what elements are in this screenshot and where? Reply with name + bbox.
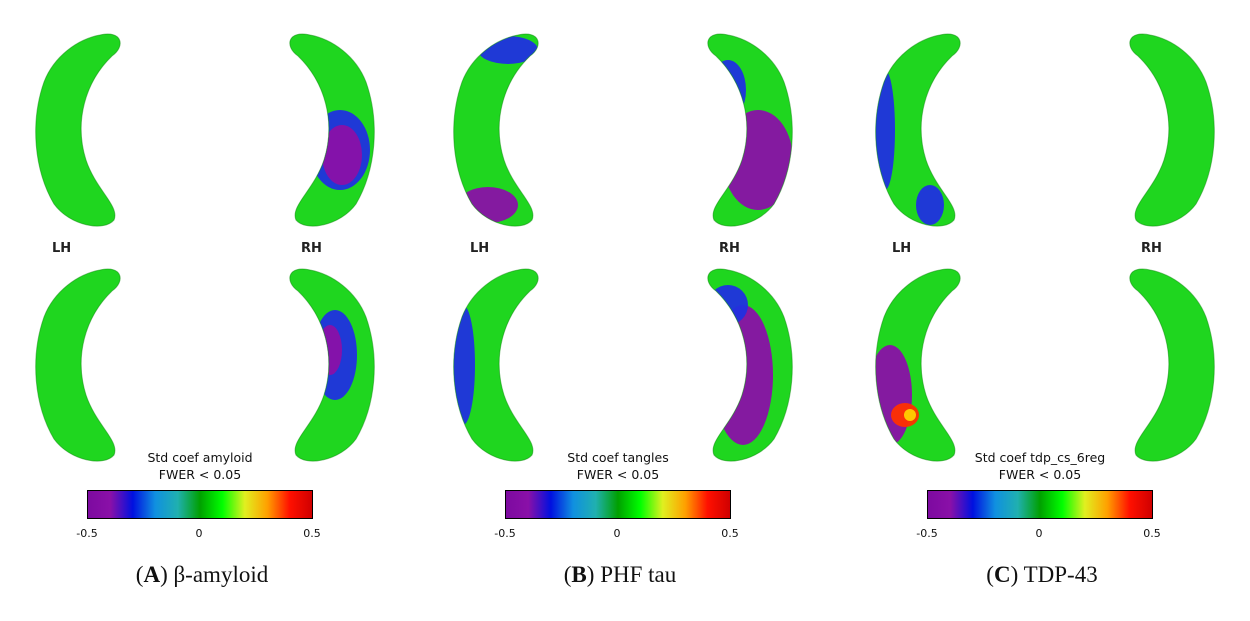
colorbar-tick: -0.5: [76, 527, 98, 540]
lh-label: LH: [52, 241, 72, 256]
panel-letter: A: [143, 562, 161, 587]
hippocampus-rh-top: [289, 33, 375, 227]
effect-region: [318, 325, 342, 375]
colorbar-title: Std coef amyloid FWER < 0.05: [50, 449, 350, 483]
panel-a: LH RH Std coef amyloid FWER < 0.05 -0.5 0…: [0, 0, 418, 621]
panel-caption: (C) TDP-43: [986, 562, 1098, 587]
hippocampus-rh-top: [707, 33, 793, 227]
effect-region: [458, 187, 518, 223]
panel-caption-text: β-amyloid: [173, 562, 269, 587]
hippocampus-lh-top: [35, 33, 121, 227]
colorbar-tick: 0: [613, 527, 621, 540]
panel-caption: (A) β-amyloid: [135, 562, 269, 587]
colorbar-title-text: Std coef amyloid: [147, 450, 253, 465]
effect-region: [478, 36, 538, 64]
effect-region: [322, 125, 362, 185]
effect-region: [875, 70, 895, 190]
lh-label: LH: [892, 241, 912, 256]
colorbar-title-text: Std coef tangles: [567, 450, 669, 465]
hippocampus-rh-bottom: [1129, 268, 1215, 462]
hippocampus-lh-bottom: [453, 268, 539, 462]
hippocampus-rh-bottom: [289, 268, 375, 462]
hippocampus-surfaces: [35, 33, 375, 462]
rh-label: RH: [301, 241, 322, 256]
panel-caption: (B) PHF tau: [563, 562, 677, 587]
panel-b: LH RH Std coef tangles FWER < 0.05 -0.5 0…: [418, 0, 836, 621]
rh-label: RH: [719, 241, 740, 256]
effect-region: [916, 185, 944, 225]
colorbar-tick: 0.5: [303, 527, 321, 540]
effect-region: [904, 409, 916, 421]
effect-region: [723, 110, 793, 210]
hippocampus-rh-bottom: [707, 268, 793, 462]
effect-region: [875, 345, 912, 445]
effect-region: [713, 305, 773, 445]
hippocampus-lh-bottom: [35, 268, 121, 462]
colorbar-title-text: Std coef tdp_cs_6reg: [974, 450, 1106, 465]
hippocampus-rh-top: [1129, 33, 1215, 227]
colorbar-title: Std coef tangles FWER < 0.05: [468, 449, 768, 483]
colorbar-tick: -0.5: [916, 527, 938, 540]
panel-caption-text: TDP-43: [1023, 562, 1098, 587]
colorbar-title: Std coef tdp_cs_6reg FWER < 0.05: [890, 449, 1190, 483]
hippocampus-lh-top: [453, 33, 539, 227]
hippocampus-surfaces: [875, 33, 1215, 462]
colorbar-tick: 0.5: [1143, 527, 1161, 540]
panel-letter: B: [571, 562, 587, 587]
colorbar-threshold: FWER < 0.05: [576, 467, 660, 482]
colorbar-tick: 0: [1035, 527, 1043, 540]
colorbar: [87, 490, 313, 519]
hippocampus-lh-top: [875, 33, 961, 227]
effect-region: [453, 305, 475, 425]
panel-caption-text: PHF tau: [600, 562, 677, 587]
colorbar-tick: 0: [195, 527, 203, 540]
colorbar-threshold: FWER < 0.05: [998, 467, 1082, 482]
lh-label: LH: [470, 241, 490, 256]
colorbar: [505, 490, 731, 519]
panel-letter: C: [993, 562, 1011, 587]
hippocampus-surfaces: [453, 33, 793, 462]
rh-label: RH: [1141, 241, 1162, 256]
colorbar-tick: -0.5: [494, 527, 516, 540]
colorbar-tick: 0.5: [721, 527, 739, 540]
colorbar: [927, 490, 1153, 519]
hippocampus-lh-bottom: [875, 268, 961, 462]
panel-c: LH RH Std coef tdp_cs_6reg FWER < 0.05 -0…: [840, 0, 1250, 621]
colorbar-threshold: FWER < 0.05: [158, 467, 242, 482]
